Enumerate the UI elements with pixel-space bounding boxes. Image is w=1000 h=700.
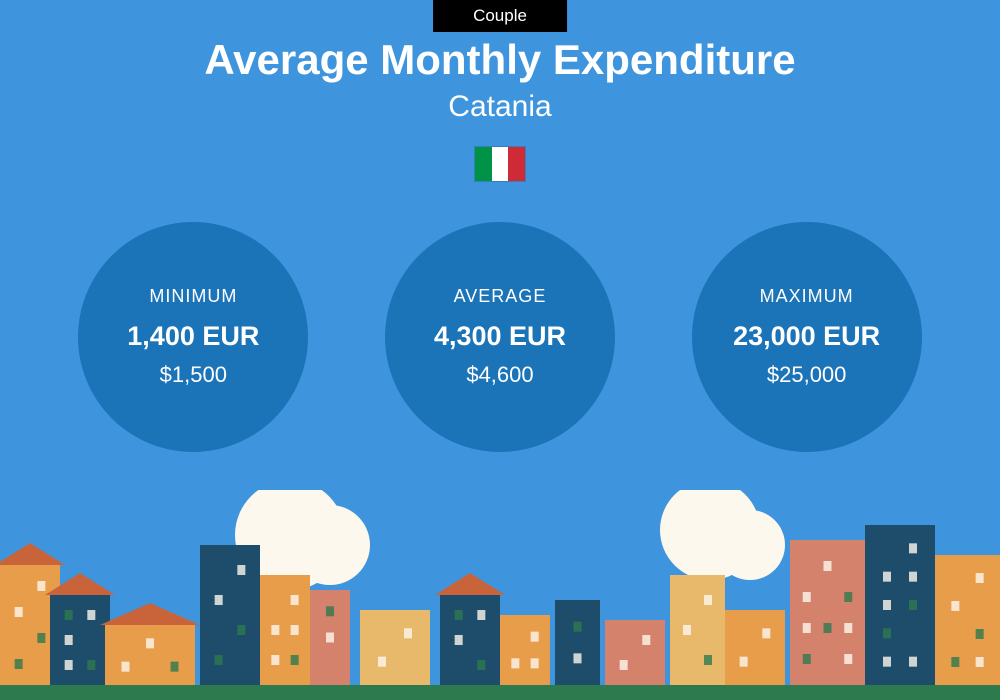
stat-circle-average: AVERAGE 4,300 EUR $4,600 bbox=[385, 222, 615, 452]
stat-converted: $1,500 bbox=[160, 362, 227, 388]
badge-label: Couple bbox=[473, 6, 527, 25]
stat-label: MAXIMUM bbox=[760, 286, 854, 307]
stats-row: MINIMUM 1,400 EUR $1,500 AVERAGE 4,300 E… bbox=[0, 222, 1000, 452]
stat-label: AVERAGE bbox=[454, 286, 547, 307]
stat-converted: $25,000 bbox=[767, 362, 847, 388]
cityscape-illustration bbox=[0, 490, 1000, 700]
stat-value: 23,000 EUR bbox=[733, 321, 880, 352]
flag-stripe-red bbox=[508, 147, 525, 181]
stat-label: MINIMUM bbox=[149, 286, 237, 307]
stat-circle-minimum: MINIMUM 1,400 EUR $1,500 bbox=[78, 222, 308, 452]
category-badge: Couple bbox=[433, 0, 567, 32]
country-flag bbox=[474, 146, 526, 182]
stat-value: 1,400 EUR bbox=[127, 321, 259, 352]
stat-value: 4,300 EUR bbox=[434, 321, 566, 352]
infographic-container: Couple Average Monthly Expenditure Catan… bbox=[0, 0, 1000, 700]
flag-stripe-green bbox=[475, 147, 492, 181]
page-subtitle: Catania bbox=[0, 90, 1000, 124]
stat-converted: $4,600 bbox=[466, 362, 533, 388]
stat-circle-maximum: MAXIMUM 23,000 EUR $25,000 bbox=[692, 222, 922, 452]
flag-stripe-white bbox=[492, 147, 509, 181]
